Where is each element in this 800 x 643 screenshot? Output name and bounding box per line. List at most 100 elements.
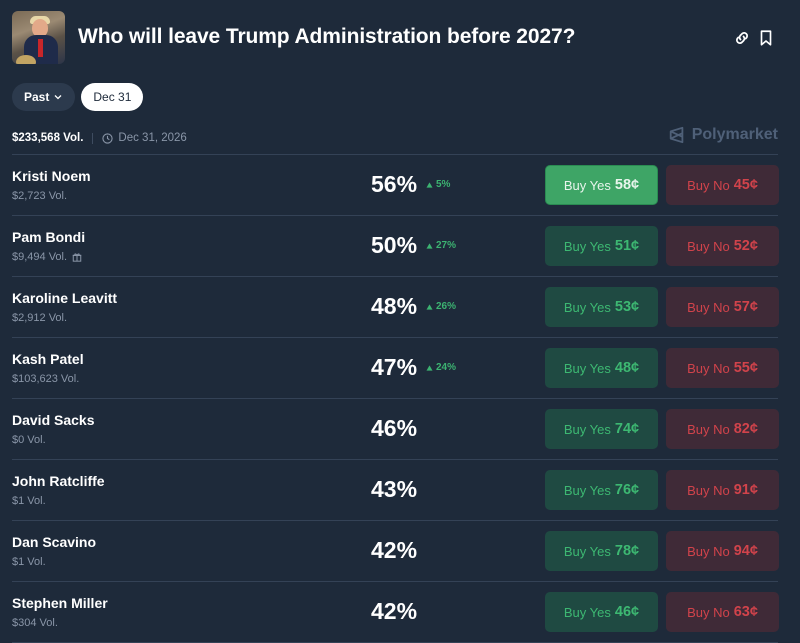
outcome-volume: $304 Vol. <box>12 617 58 629</box>
volume-text: $1 Vol. <box>12 556 46 568</box>
buy-yes-button[interactable]: Buy Yes 76¢ <box>545 470 658 510</box>
buy-yes-button[interactable]: Buy Yes 46¢ <box>545 592 658 632</box>
outcome-probability: 46% <box>371 415 418 441</box>
buy-no-button[interactable]: Buy No 45¢ <box>666 165 779 205</box>
buy-no-button[interactable]: Buy No 63¢ <box>666 592 779 632</box>
triangle-up-icon <box>426 303 433 310</box>
triangle-up-icon <box>426 181 433 188</box>
outcome-probability: 48% <box>371 293 418 319</box>
date-filters: Past Dec 31 <box>12 83 144 111</box>
outcome-volume: $2,912 Vol. <box>12 312 67 324</box>
date-tab-dec-31[interactable]: Dec 31 <box>81 83 144 111</box>
outcome-row[interactable]: David Sacks $0 Vol. 46% Buy Yes 74¢ Buy N… <box>12 398 779 459</box>
probability-change: 5% <box>426 179 450 190</box>
yes-price: 78¢ <box>614 543 640 559</box>
buy-yes-button[interactable]: Buy Yes 78¢ <box>545 531 658 571</box>
buy-yes-label: Buy Yes <box>563 604 611 620</box>
buy-yes-button[interactable]: Buy Yes 58¢ <box>545 165 658 205</box>
probability-change: 27% <box>426 240 456 251</box>
no-price: 45¢ <box>733 177 758 193</box>
buy-no-button[interactable]: Buy No 91¢ <box>666 470 779 510</box>
no-price: 94¢ <box>733 543 758 559</box>
volume-text: $103,623 Vol. <box>12 373 80 385</box>
probability-change: 24% <box>426 362 456 373</box>
buy-yes-label: Buy Yes <box>563 299 611 315</box>
buy-no-label: Buy No <box>687 604 730 620</box>
outcome-probability: 42% <box>371 598 418 624</box>
no-price: 63¢ <box>733 604 758 620</box>
outcome-probability: 42% <box>371 537 418 563</box>
outcome-row[interactable]: John Ratcliffe $1 Vol. 43% Buy Yes 76¢ Bu… <box>12 459 779 520</box>
market-meta: $233,568 Vol. Dec 31, 2026 <box>12 130 187 146</box>
outcome-name: Kash Patel <box>12 351 84 367</box>
outcome-volume: $0 Vol. <box>12 434 46 446</box>
past-label: Past <box>24 90 50 104</box>
volume-text: $9,494 Vol. <box>12 251 68 263</box>
buy-no-label: Buy No <box>687 177 730 193</box>
buy-no-label: Buy No <box>687 299 730 315</box>
outcome-row[interactable]: Stephen Miller $304 Vol. 42% Buy Yes 46¢ … <box>12 581 779 642</box>
outcome-probability: 56% <box>371 171 418 197</box>
bookmark-icon[interactable] <box>757 29 775 47</box>
buy-yes-button[interactable]: Buy Yes 51¢ <box>545 226 658 266</box>
volume-text: $2,723 Vol. <box>12 190 68 202</box>
outcome-row[interactable]: Dan Scavino $1 Vol. 42% Buy Yes 78¢ Buy N… <box>12 520 779 581</box>
yes-price: 51¢ <box>614 238 640 254</box>
outcome-volume: $103,623 Vol. <box>12 373 79 385</box>
triangle-up-icon <box>426 242 433 249</box>
triangle-up-icon <box>426 364 433 371</box>
yes-price: 53¢ <box>614 299 640 315</box>
volume-text: $1 Vol. <box>12 495 46 507</box>
buy-no-label: Buy No <box>687 421 730 437</box>
link-icon[interactable] <box>733 29 751 47</box>
end-date: Dec 31, 2026 <box>102 132 187 144</box>
buy-yes-label: Buy Yes <box>563 482 611 498</box>
yes-price: 58¢ <box>614 177 640 193</box>
divider <box>92 132 94 144</box>
outcome-row[interactable]: Kash Patel $103,623 Vol. 47% 24% Buy Yes… <box>12 337 779 398</box>
buy-no-label: Buy No <box>687 482 730 498</box>
buy-no-button[interactable]: Buy No 55¢ <box>666 348 779 388</box>
no-price: 57¢ <box>733 299 758 315</box>
no-price: 82¢ <box>733 421 758 437</box>
buy-no-label: Buy No <box>687 360 730 376</box>
outcome-probability: 47% <box>371 354 418 380</box>
outcome-name: Kristi Noem <box>12 168 91 184</box>
volume-text: $0 Vol. <box>12 434 46 446</box>
outcome-volume: $1 Vol. <box>12 556 46 568</box>
outcome-row[interactable]: Pam Bondi $9,494 Vol. 50% 27% Buy Yes 51¢… <box>12 215 779 276</box>
yes-price: 76¢ <box>614 482 640 498</box>
buy-yes-button[interactable]: Buy Yes 53¢ <box>545 287 658 327</box>
outcome-row[interactable]: Kristi Noem $2,723 Vol. 56% 5% Buy Yes 58… <box>12 154 779 215</box>
yes-price: 74¢ <box>614 421 640 437</box>
market-header: Who will leave Trump Administration befo… <box>12 11 800 65</box>
change-text: 26% <box>436 301 457 312</box>
outcome-name: Karoline Leavitt <box>12 290 118 306</box>
outcome-volume: $2,723 Vol. <box>12 190 67 202</box>
buy-yes-label: Buy Yes <box>563 177 611 193</box>
outcome-row[interactable]: Karoline Leavitt $2,912 Vol. 48% 26% Buy… <box>12 276 779 337</box>
chevron-down-icon <box>54 95 62 100</box>
buy-no-label: Buy No <box>687 238 730 254</box>
outcome-list: Kristi Noem $2,723 Vol. 56% 5% Buy Yes 58… <box>12 154 779 643</box>
no-price: 55¢ <box>733 360 758 376</box>
polymarket-logo: Polymarket <box>668 126 778 144</box>
market-thumbnail <box>12 11 65 64</box>
clock-icon <box>102 132 114 144</box>
outcome-name: John Ratcliffe <box>12 473 105 489</box>
volume-text: $304 Vol. <box>12 617 58 629</box>
buy-no-button[interactable]: Buy No 52¢ <box>666 226 779 266</box>
buy-no-button[interactable]: Buy No 57¢ <box>666 287 779 327</box>
buy-yes-button[interactable]: Buy Yes 48¢ <box>545 348 658 388</box>
yes-price: 48¢ <box>614 360 640 376</box>
polymarket-icon <box>669 126 684 144</box>
buy-no-button[interactable]: Buy No 82¢ <box>666 409 779 449</box>
buy-no-button[interactable]: Buy No 94¢ <box>666 531 779 571</box>
outcome-volume: $1 Vol. <box>12 495 46 507</box>
probability-change: 26% <box>426 301 456 312</box>
end-date-text: Dec 31, 2026 <box>118 132 187 144</box>
outcome-name: Dan Scavino <box>12 534 97 550</box>
buy-yes-button[interactable]: Buy Yes 74¢ <box>545 409 658 449</box>
past-dropdown[interactable]: Past <box>12 83 76 111</box>
outcome-volume: $9,494 Vol. <box>12 251 82 263</box>
